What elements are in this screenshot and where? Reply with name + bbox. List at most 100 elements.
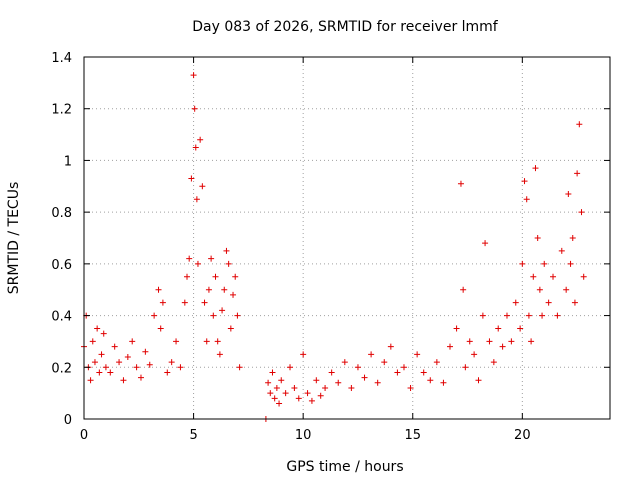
plot-frame: [83, 56, 611, 420]
data-point: [193, 196, 200, 203]
data-point: [569, 235, 576, 241]
data-point: [168, 359, 175, 366]
data-point: [335, 379, 342, 386]
data-point: [219, 307, 226, 314]
data-point: [203, 338, 210, 345]
data-point: [186, 255, 193, 262]
data-point: [354, 364, 361, 371]
x-tick-label: 10: [295, 428, 312, 443]
y-tick-label: 1.4: [51, 51, 72, 66]
data-point: [116, 359, 123, 366]
data-point: [328, 369, 335, 376]
data-point: [164, 369, 171, 376]
data-point: [512, 299, 519, 306]
x-axis-label: GPS time / hours: [286, 459, 403, 475]
data-point: [91, 359, 98, 366]
data-point: [495, 325, 502, 332]
x-tick-label: 15: [404, 428, 421, 443]
data-point: [173, 338, 180, 345]
data-point: [271, 395, 278, 402]
data-point: [188, 175, 195, 182]
data-point: [96, 369, 103, 376]
data-point: [177, 364, 184, 371]
data-point: [282, 390, 289, 397]
y-tick-label: 1: [64, 154, 72, 169]
data-point: [567, 260, 574, 267]
data-point: [94, 325, 101, 332]
data-point: [550, 273, 557, 280]
data-point: [267, 390, 274, 397]
data-point: [273, 384, 280, 391]
y-tick-label: 0.8: [51, 206, 72, 221]
data-point: [216, 351, 223, 358]
data-point: [447, 343, 454, 350]
data-point: [107, 369, 114, 376]
data-point: [276, 400, 283, 407]
x-tick-label: 0: [80, 428, 88, 443]
data-point: [232, 273, 239, 280]
data-point: [387, 343, 394, 350]
data-point: [300, 351, 307, 358]
chart-title: Day 083 of 2026, SRMTID for receiver lmm…: [192, 19, 499, 35]
data-point: [227, 325, 234, 332]
data-point: [151, 312, 158, 319]
data-point: [517, 325, 524, 332]
data-point: [208, 255, 215, 262]
data-point: [521, 178, 528, 185]
data-point: [100, 330, 107, 337]
data-point: [519, 260, 526, 267]
data-point: [234, 312, 241, 319]
y-tick-label: 0.2: [51, 361, 72, 376]
data-point: [433, 359, 440, 366]
data-point: [541, 260, 548, 267]
data-point: [440, 379, 447, 386]
data-point: [192, 144, 199, 151]
data-point: [576, 121, 583, 128]
data-point: [539, 312, 546, 319]
data-point: [530, 273, 537, 280]
data-point: [400, 364, 407, 371]
data-point: [304, 390, 311, 397]
data-points: [81, 72, 587, 422]
data-point: [361, 374, 368, 381]
data-point: [453, 325, 460, 332]
data-point: [159, 299, 166, 306]
x-axis: 0 5 10 15 20: [80, 57, 531, 443]
data-point: [201, 299, 208, 306]
data-point: [580, 273, 587, 280]
data-point: [486, 338, 493, 345]
data-point: [381, 359, 388, 366]
data-point: [490, 359, 497, 366]
data-point: [89, 338, 96, 345]
y-tick-label: 0.6: [51, 258, 72, 273]
data-point: [475, 377, 482, 384]
y-axis: 0 0.2 0.4 0.6 0.8 1 1.2 1.4: [51, 51, 610, 428]
data-point: [471, 351, 478, 358]
data-point: [129, 338, 136, 345]
data-point: [287, 364, 294, 371]
data-point: [225, 260, 232, 267]
data-point: [532, 165, 539, 172]
data-point: [269, 369, 276, 376]
data-point: [574, 170, 581, 177]
data-point: [460, 286, 467, 293]
data-point: [308, 397, 315, 404]
data-point: [98, 351, 105, 358]
data-point: [525, 312, 532, 319]
data-point: [499, 343, 506, 350]
data-point: [197, 136, 204, 143]
data-point: [508, 338, 515, 345]
data-point: [528, 338, 535, 345]
data-point: [462, 364, 469, 371]
data-point: [313, 377, 320, 384]
data-point: [190, 72, 197, 79]
data-point: [87, 377, 94, 384]
data-point: [348, 384, 355, 391]
data-point: [374, 379, 381, 386]
data-point: [394, 369, 401, 376]
data-point: [322, 384, 329, 391]
data-point: [368, 351, 375, 358]
data-point: [146, 361, 153, 368]
data-point: [210, 312, 217, 319]
